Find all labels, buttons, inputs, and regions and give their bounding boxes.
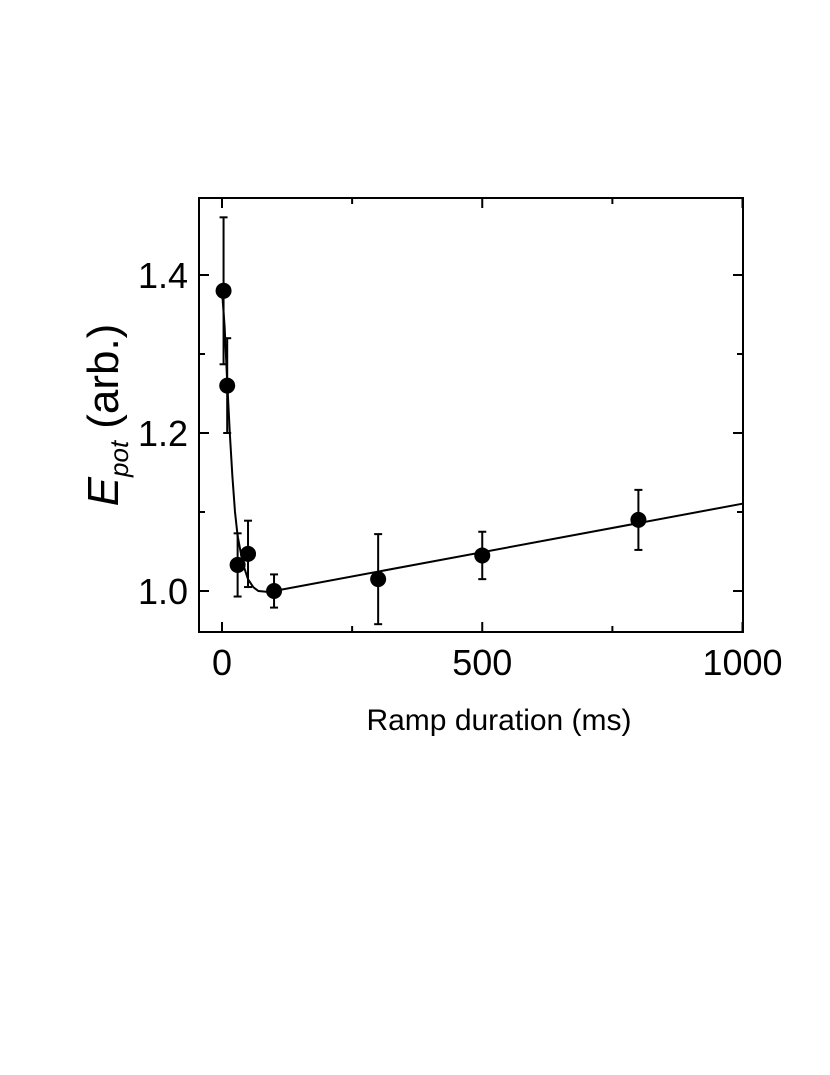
x-tick-label: 500 [452,642,512,683]
data-point [630,511,647,528]
x-axis-title: Ramp duration (ms) [366,704,631,737]
data-point [229,556,246,573]
svg-text:Epot(arb.): Epot (arb.) [79,324,134,507]
y-tick-label: 1.4 [138,255,188,296]
x-axis-ticks: 0 500 1000 [212,198,783,683]
data-points [215,282,647,599]
data-point [215,282,232,299]
y-tick-label: 1.0 [138,571,188,612]
data-point [240,545,257,562]
x-tick-label: 1000 [702,642,782,683]
data-point [370,571,387,588]
data-point [474,547,491,564]
error-bars [219,216,643,626]
y-axis-unit: (arb.) [79,324,128,429]
x-tick-label: 0 [212,642,232,683]
data-point [219,377,236,394]
y-tick-label: 1.2 [138,413,188,454]
y-axis-title: Epot (arb.) [79,324,134,507]
y-axis-subscript: pot [104,439,134,478]
y-axis-ticks: 1.0 1.2 1.4 [138,255,743,612]
plot-frame [198,197,744,633]
y-axis-symbol: E [79,476,128,506]
data-point [266,583,283,599]
